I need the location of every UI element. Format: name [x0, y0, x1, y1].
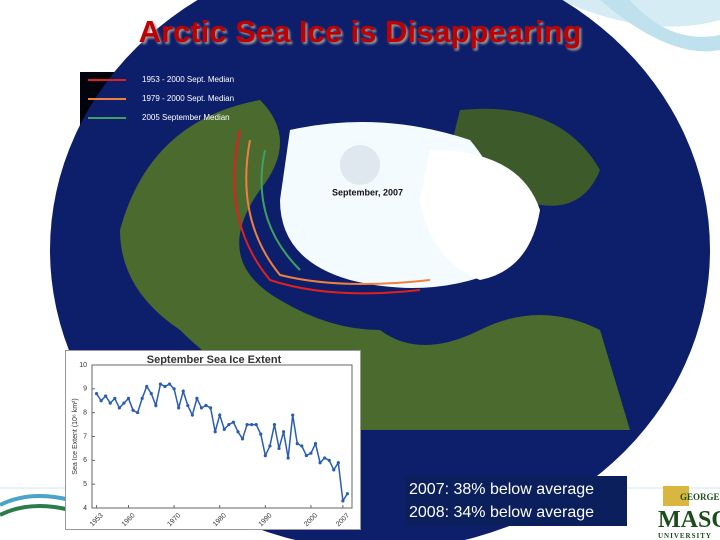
data-point: [145, 384, 149, 389]
data-point: [227, 422, 231, 427]
data-point: [222, 427, 226, 431]
data-point: [195, 396, 199, 400]
data-point: [277, 446, 281, 451]
data-point: [295, 442, 299, 446]
data-point: [177, 406, 181, 410]
pole-hole: [340, 145, 380, 185]
data-point: [113, 396, 117, 400]
data-point: [122, 401, 126, 405]
note: 2007: 38% below average 2008: 34% below …: [405, 476, 627, 526]
legend-label: 1953 - 2000 Sept. Median: [142, 75, 234, 84]
data-point: [281, 430, 286, 434]
data-point: [213, 430, 217, 434]
data-point: [104, 394, 108, 398]
series-line: [95, 382, 349, 504]
y-tick-label: 7: [83, 433, 87, 440]
greenland: [420, 150, 540, 280]
swoosh: [600, 0, 720, 52]
median-line: [233, 129, 421, 295]
data-point: [286, 456, 290, 460]
note-line: 2007: 38% below average: [409, 481, 595, 498]
y-tick-label: 6: [83, 457, 87, 464]
data-point: [136, 411, 140, 415]
y-axis-label: Sea Ice Extent (10⁶ km²): [72, 398, 79, 474]
data-point: [240, 437, 245, 441]
data-point: [259, 432, 263, 436]
y-tick-label: 8: [83, 410, 87, 417]
note-line: 2008: 34% below average: [409, 504, 595, 521]
data-point: [327, 458, 331, 462]
x-tick-label: 1990: [258, 512, 274, 528]
data-point: [181, 389, 185, 393]
data-point: [272, 422, 277, 427]
data-point: [172, 387, 176, 391]
logo-text: MASON: [658, 507, 720, 533]
data-point: [149, 392, 153, 396]
logo-text: GEORGE: [680, 492, 720, 502]
legend-label: 1979 - 2000 Sept. Median: [142, 94, 234, 103]
x-tick-label: 2007: [335, 512, 351, 528]
logo-wave: [0, 504, 71, 517]
y-tick-label: 4: [83, 505, 87, 512]
data-point: [309, 451, 313, 455]
data-point: [236, 430, 240, 434]
data-point: [250, 422, 254, 427]
data-point: [117, 406, 121, 410]
y-tick-label: 5: [83, 481, 87, 488]
data-point: [208, 406, 213, 410]
data-point: [99, 399, 103, 403]
data-point: [108, 401, 112, 405]
y-tick-label: 10: [79, 362, 87, 369]
chart-title: September Sea Ice Extent: [147, 354, 282, 366]
data-point: [318, 461, 322, 465]
data-point: [218, 413, 222, 417]
data-point: [199, 406, 204, 410]
logo: GEORGE MASON UNIVERSITY: [658, 492, 720, 540]
x-tick-label: 1953: [89, 512, 105, 528]
land: [120, 100, 630, 430]
plot-area: [91, 364, 353, 509]
data-point: [304, 453, 308, 458]
y-tick-label: 9: [83, 386, 87, 393]
x-tick-label: 2000: [303, 512, 319, 528]
data-point: [131, 408, 135, 412]
data-point: [204, 403, 208, 408]
data-point: [336, 461, 340, 465]
data-point: [245, 422, 249, 427]
data-point: [154, 403, 158, 408]
map-label: September, 2007: [332, 187, 403, 197]
data-point: [332, 468, 336, 472]
logo-wave: [0, 494, 71, 507]
legend-label: 2005 September Median: [142, 113, 230, 122]
data-point: [323, 456, 327, 460]
data-point: [291, 413, 295, 417]
data-point: [345, 492, 350, 496]
data-point: [126, 396, 131, 400]
x-tick-label: 1980: [212, 512, 228, 528]
data-point: [313, 442, 318, 446]
x-tick-label: 1970: [166, 512, 182, 528]
data-point: [190, 413, 194, 417]
data-point: [167, 382, 172, 386]
data-point: [186, 403, 190, 408]
data-point: [254, 422, 258, 427]
data-point: [94, 392, 99, 396]
data-point: [163, 384, 167, 389]
median-line: [260, 149, 301, 271]
data-point: [300, 444, 304, 448]
data-point: [341, 499, 345, 503]
median-line: [245, 139, 431, 285]
logo-text: UNIVERSITY: [658, 532, 712, 540]
data-point: [231, 420, 236, 424]
logo-mark: [663, 486, 689, 506]
slide-title: Arctic Sea Ice is Disappearing: [138, 14, 582, 49]
data-point: [158, 382, 163, 386]
data-point: [268, 444, 272, 448]
data-point: [140, 396, 144, 400]
inset-chart: September Sea Ice Extent Sea Ice Extent (…: [65, 350, 361, 530]
x-tick-label: 1960: [121, 512, 137, 528]
data-point: [263, 453, 267, 458]
